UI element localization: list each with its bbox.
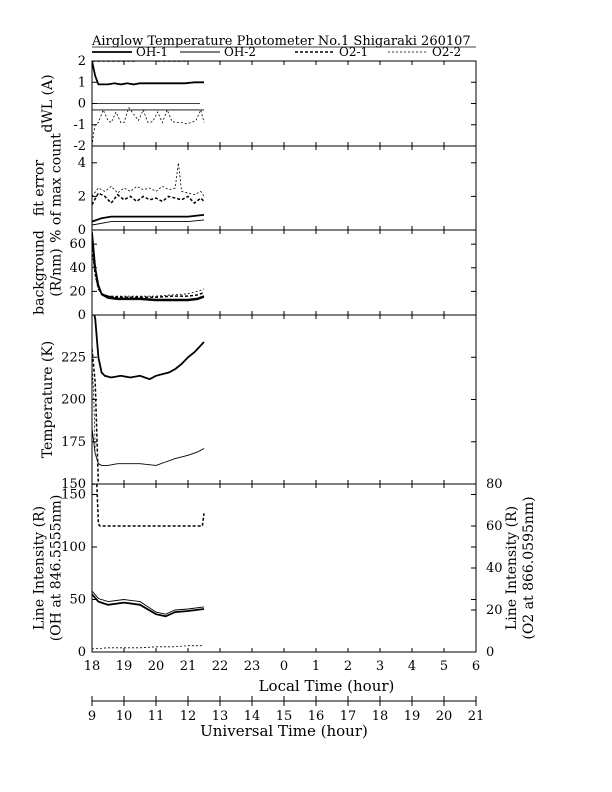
x-tick-label-ut: 18 <box>372 709 389 724</box>
x-tick-label-local: 5 <box>440 659 448 674</box>
x-axis-label-local: Local Time (hour) <box>259 677 395 695</box>
x-tick-label-ut: 13 <box>212 709 229 724</box>
y-axis-label: % of max count <box>49 133 65 243</box>
legend: OH-1 OH-2 O2-1 O2-2 <box>92 45 476 59</box>
y-axis-label: (OH at 846.5555nm) <box>49 495 65 642</box>
legend-label: OH-2 <box>224 45 256 59</box>
y-tick-label: 150 <box>61 488 86 503</box>
y-tick-label: 60 <box>69 237 86 252</box>
x-tick-label-local: 4 <box>408 659 416 674</box>
x-tick-label-local: 18 <box>84 659 101 674</box>
series-line-o2-2 <box>92 162 205 197</box>
x-tick-label-ut: 14 <box>244 709 261 724</box>
y2-tick-label: 80 <box>486 477 503 492</box>
series-line-oh-2 <box>92 219 205 226</box>
y-tick-label: 2 <box>78 189 86 204</box>
x-tick-label-ut: 21 <box>468 709 485 724</box>
chart-title: Airglow Temperature Photometer No.1 Shig… <box>91 34 471 49</box>
series-line-oh-2 <box>92 428 205 466</box>
y-tick-label: 200 <box>61 393 86 408</box>
x-axis-label-ut: Universal Time (hour) <box>200 722 368 740</box>
x-tick-label-local: 6 <box>472 659 480 674</box>
panel-frame <box>91 229 477 316</box>
y-axis-label: (R/nm) <box>49 248 65 296</box>
x-tick-label-ut: 12 <box>180 709 197 724</box>
x-tick-label-local: 1 <box>312 659 320 674</box>
series-line-o2-2 <box>92 365 96 451</box>
y-tick-label: 100 <box>61 540 86 555</box>
x-tick-label-ut: 17 <box>340 709 357 724</box>
y-tick-label: 1 <box>78 75 86 90</box>
x-tick-label-ut: 16 <box>308 709 325 724</box>
y-tick-label: 0 <box>78 308 86 323</box>
series-line-o2-1 <box>92 244 205 299</box>
series-line-oh-1 <box>92 593 205 618</box>
series-line-oh-2 <box>92 590 205 615</box>
x-tick-label-local: 2 <box>344 659 352 674</box>
x-tick-label-local: 21 <box>180 659 197 674</box>
series-line-o2-1 <box>92 484 205 527</box>
x-tick-label-local: 3 <box>376 659 384 674</box>
y-tick-label: 40 <box>69 261 86 276</box>
series-line-oh-2 <box>92 238 205 302</box>
legend-label: O2-1 <box>339 45 368 59</box>
y-tick-label: 50 <box>69 593 86 608</box>
y-tick-label: 150 <box>61 477 86 492</box>
x-tick-label-ut: 19 <box>404 709 421 724</box>
y-axis-label: dWL (A) <box>40 74 56 132</box>
y-tick-label: 4 <box>78 156 86 171</box>
x-tick-label-local: 0 <box>280 659 288 674</box>
series-line-o2-1 <box>92 348 100 484</box>
y-tick-label: 225 <box>61 350 86 365</box>
panel-temp: 225 200 175 150 Temperature (K) <box>40 314 477 492</box>
x-tick-label-ut: 10 <box>116 709 133 724</box>
x-tick-label-ut: 20 <box>436 709 453 724</box>
y-axis-label: background <box>32 230 48 315</box>
y2-tick-label: 60 <box>486 519 503 534</box>
x-tick-label-ut: 9 <box>88 709 96 724</box>
y2-axis-label: (O2 at 866.0595nm) <box>521 496 537 639</box>
series-line-o2-1 <box>92 191 205 206</box>
y-axis-label: Line Intensity (R) <box>32 506 48 630</box>
y-tick-label: 0 <box>78 97 86 112</box>
series-line-o2-2 <box>92 645 204 650</box>
y-axis-label: fit error <box>32 160 48 217</box>
panel-frame <box>91 314 477 485</box>
series-line-oh-1 <box>93 315 205 381</box>
y2-tick-label: 40 <box>486 561 503 576</box>
series-line-o2-2 <box>92 106 205 146</box>
y-tick-label: 2 <box>78 54 86 69</box>
y-tick-label: 0 <box>78 223 86 238</box>
y2-tick-label: 20 <box>486 603 503 618</box>
panel-fit: 4 2 0 fit error% of max count <box>32 133 477 243</box>
x-tick-label-local: 23 <box>244 659 261 674</box>
series-line-oh-1 <box>92 214 205 223</box>
series-line-o2-2 <box>92 250 205 297</box>
panel-bg: 60 40 20 0 background (R/nm) <box>32 229 477 323</box>
series-line-oh-1 <box>92 232 205 301</box>
y-tick-label: 0 <box>78 645 86 660</box>
x-tick-label-local: 19 <box>116 659 133 674</box>
series-line-oh-1 <box>92 61 204 86</box>
panel-dwl: 2 1 0 -1 -2 dWL (A) <box>40 54 477 154</box>
legend-label: O2-2 <box>432 45 461 59</box>
y-tick-label: -2 <box>73 139 86 154</box>
panel-frame <box>91 483 477 653</box>
x-tick-label-local: 22 <box>212 659 229 674</box>
y-tick-label: 175 <box>61 435 86 450</box>
x-tick-label-local: 20 <box>148 659 165 674</box>
y2-axis-label: Line Intensity (R) <box>504 506 520 630</box>
y-tick-label: 20 <box>69 284 86 299</box>
y2-tick-label: 0 <box>486 645 494 660</box>
x-tick-label-ut: 11 <box>148 709 165 724</box>
y-axis-label: Temperature (K) <box>40 341 56 459</box>
x-tick-label-ut: 15 <box>276 709 293 724</box>
legend-label: OH-1 <box>136 45 168 59</box>
y-tick-label: -1 <box>73 118 86 133</box>
